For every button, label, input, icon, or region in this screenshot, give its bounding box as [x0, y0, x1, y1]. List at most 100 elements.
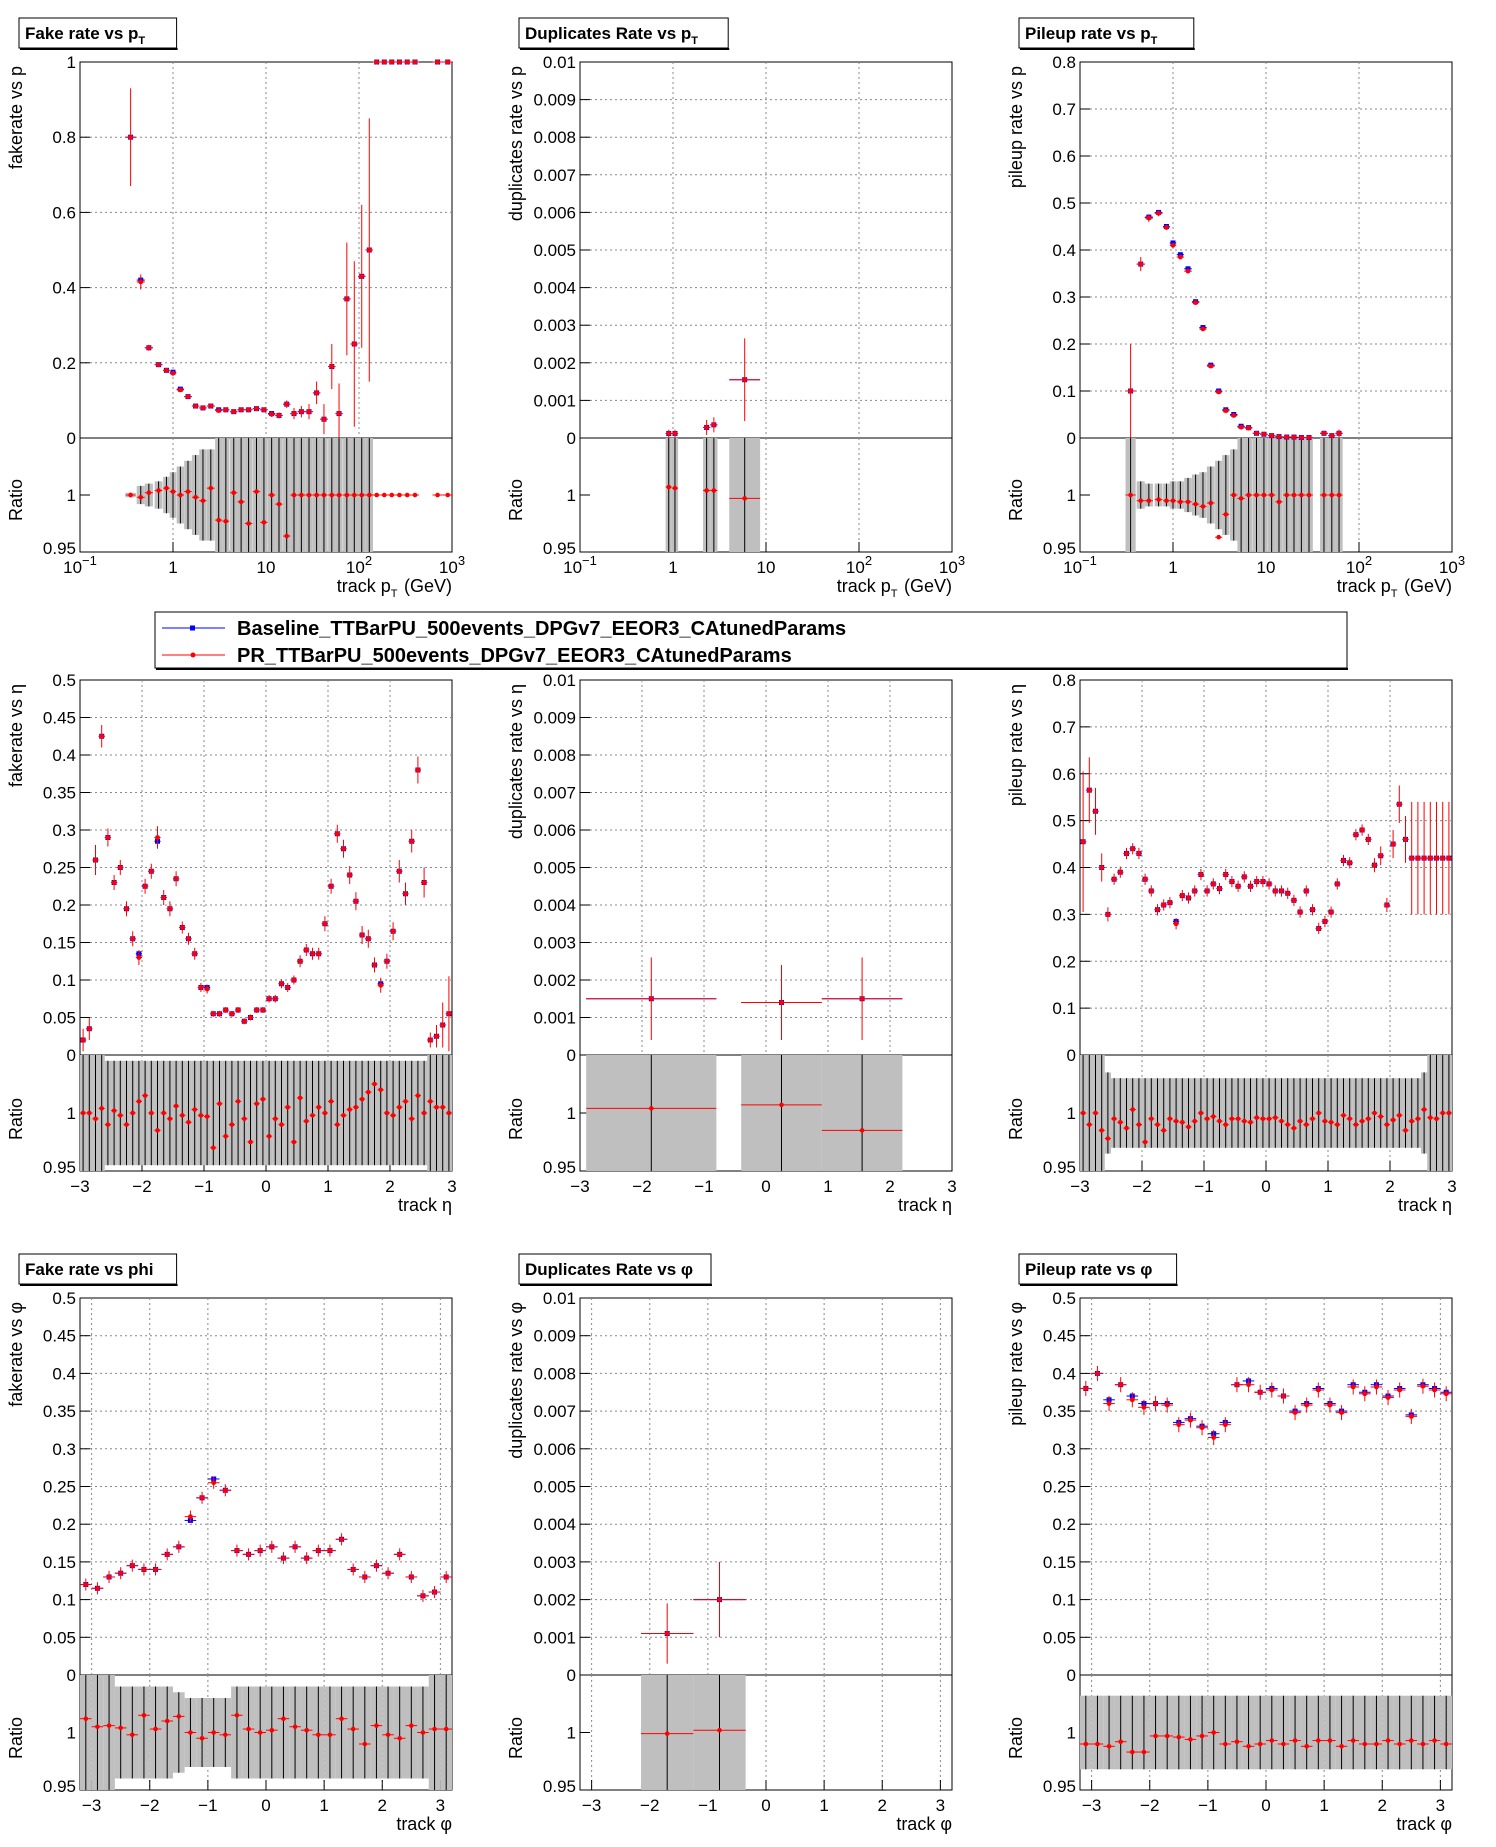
ratio-point — [404, 492, 410, 498]
pr-point — [372, 962, 377, 968]
ratio-point — [285, 1104, 291, 1110]
pr-point — [176, 1544, 182, 1550]
ratio-point — [257, 1730, 263, 1735]
x-tick-label: −1 — [1198, 1796, 1217, 1815]
ratio-point — [432, 1726, 437, 1732]
y-tick-label: 0.4 — [52, 746, 76, 765]
ratio-point — [1304, 1744, 1309, 1749]
ratio-point — [306, 492, 312, 498]
pr-point — [99, 733, 105, 739]
y-tick-label: 0.002 — [533, 354, 576, 373]
pr-point — [408, 1574, 414, 1580]
pr-point — [235, 1007, 241, 1013]
pr-point — [1192, 888, 1198, 894]
x-tick-label: −2 — [632, 1177, 651, 1196]
pr-point — [1420, 1383, 1426, 1389]
ratio-point — [1362, 1741, 1368, 1747]
ratio-point — [248, 1139, 253, 1145]
ratio-point — [1118, 1739, 1123, 1744]
ratio-point — [141, 1712, 147, 1718]
chart-title-box — [1018, 1253, 1178, 1285]
y-tick-label: 0.005 — [533, 1478, 576, 1497]
y-tick-label: 0 — [567, 1666, 576, 1685]
ratio-point — [80, 1110, 86, 1116]
ratio-point — [415, 1093, 421, 1098]
ratio-point — [1397, 1113, 1402, 1118]
x-tick-label: 2 — [1378, 1796, 1387, 1815]
y-tick-label: 0.5 — [1052, 194, 1076, 213]
pr-point — [1142, 876, 1148, 882]
pr-point — [130, 936, 136, 942]
ratio-point — [1257, 1741, 1263, 1747]
ratio-point — [1347, 1116, 1352, 1122]
ratio-point — [1316, 1110, 1321, 1116]
ratio-point — [420, 1730, 426, 1735]
y-tick-label: 0.4 — [1052, 859, 1076, 878]
ratio-point — [273, 1116, 278, 1122]
x-tick-label: 0 — [761, 1796, 770, 1815]
ratio-point — [1403, 1128, 1408, 1133]
y-tick-label: 0.006 — [533, 203, 576, 222]
ratio-point — [385, 1732, 391, 1738]
ratio-point — [266, 1133, 272, 1139]
ratio-point — [1095, 1741, 1100, 1747]
y-tick-label: 0.8 — [1052, 671, 1076, 690]
ratio-point — [1341, 1113, 1346, 1118]
ratio-point — [180, 1113, 185, 1118]
ratio-point — [350, 1726, 356, 1732]
y-axis-label: duplicates rate vs η — [506, 684, 526, 839]
x-tick-label: 1 — [819, 1796, 828, 1815]
pr-point — [1350, 1384, 1356, 1390]
pr-point — [1179, 893, 1185, 899]
pr-point — [1434, 855, 1439, 861]
pr-point — [314, 390, 319, 396]
ratio-point — [229, 1122, 235, 1127]
x-tick-label: 10 — [1257, 558, 1276, 577]
chart-title-box — [518, 1253, 712, 1285]
pr-point — [1128, 388, 1133, 394]
y-tick-label: 0.001 — [533, 1628, 576, 1647]
ratio-point — [1136, 1122, 1142, 1127]
pr-point — [1235, 883, 1241, 889]
pr-point — [1138, 261, 1144, 267]
ratio-point — [1292, 1738, 1298, 1743]
ratio-point — [111, 1108, 117, 1113]
pr-point — [1328, 909, 1334, 915]
pr-point — [1223, 408, 1229, 414]
x-tick-label: −1 — [698, 1796, 717, 1815]
y-tick-label: 0.8 — [1052, 53, 1076, 72]
ratio-point — [1397, 1741, 1402, 1747]
y-tick-label: 0.003 — [533, 934, 576, 953]
y-tick-label: 0.007 — [533, 784, 576, 803]
y-tick-label: 0.15 — [43, 1553, 76, 1572]
pr-point — [246, 1551, 251, 1557]
ratio-point — [327, 1732, 333, 1738]
y-tick-label: 0.01 — [543, 53, 576, 72]
pr-point — [365, 936, 371, 942]
ratio-point — [672, 485, 678, 491]
ratio-point — [711, 488, 717, 493]
pr-point — [167, 906, 173, 912]
pr-point — [1316, 926, 1322, 931]
ratio-point — [1443, 1741, 1449, 1747]
ratio-point — [1297, 1118, 1303, 1124]
pr-point — [124, 906, 129, 912]
ratio-point — [167, 1116, 173, 1122]
ratio-point — [742, 496, 747, 501]
ratio-point — [316, 1732, 321, 1738]
pr-point — [1292, 1410, 1298, 1416]
pr-point — [1315, 1387, 1321, 1393]
pr-point — [1111, 876, 1117, 882]
pr-point — [420, 1593, 426, 1599]
y-tick-label: 0.5 — [52, 1289, 76, 1308]
x-tick-label: 2 — [878, 1796, 887, 1815]
pr-point — [1298, 435, 1304, 440]
ratio-point — [1440, 1110, 1445, 1116]
legend-marker — [190, 625, 195, 631]
ratio-axis-label: Ratio — [6, 1098, 26, 1140]
pr-point — [1185, 268, 1191, 274]
pr-point — [1403, 836, 1408, 842]
pr-point — [1155, 907, 1160, 913]
x-tick-label: 3 — [1447, 1177, 1456, 1196]
pr-point — [164, 1551, 170, 1557]
